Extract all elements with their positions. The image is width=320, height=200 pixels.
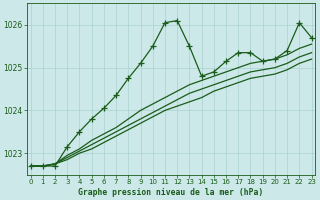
- X-axis label: Graphe pression niveau de la mer (hPa): Graphe pression niveau de la mer (hPa): [78, 188, 264, 197]
